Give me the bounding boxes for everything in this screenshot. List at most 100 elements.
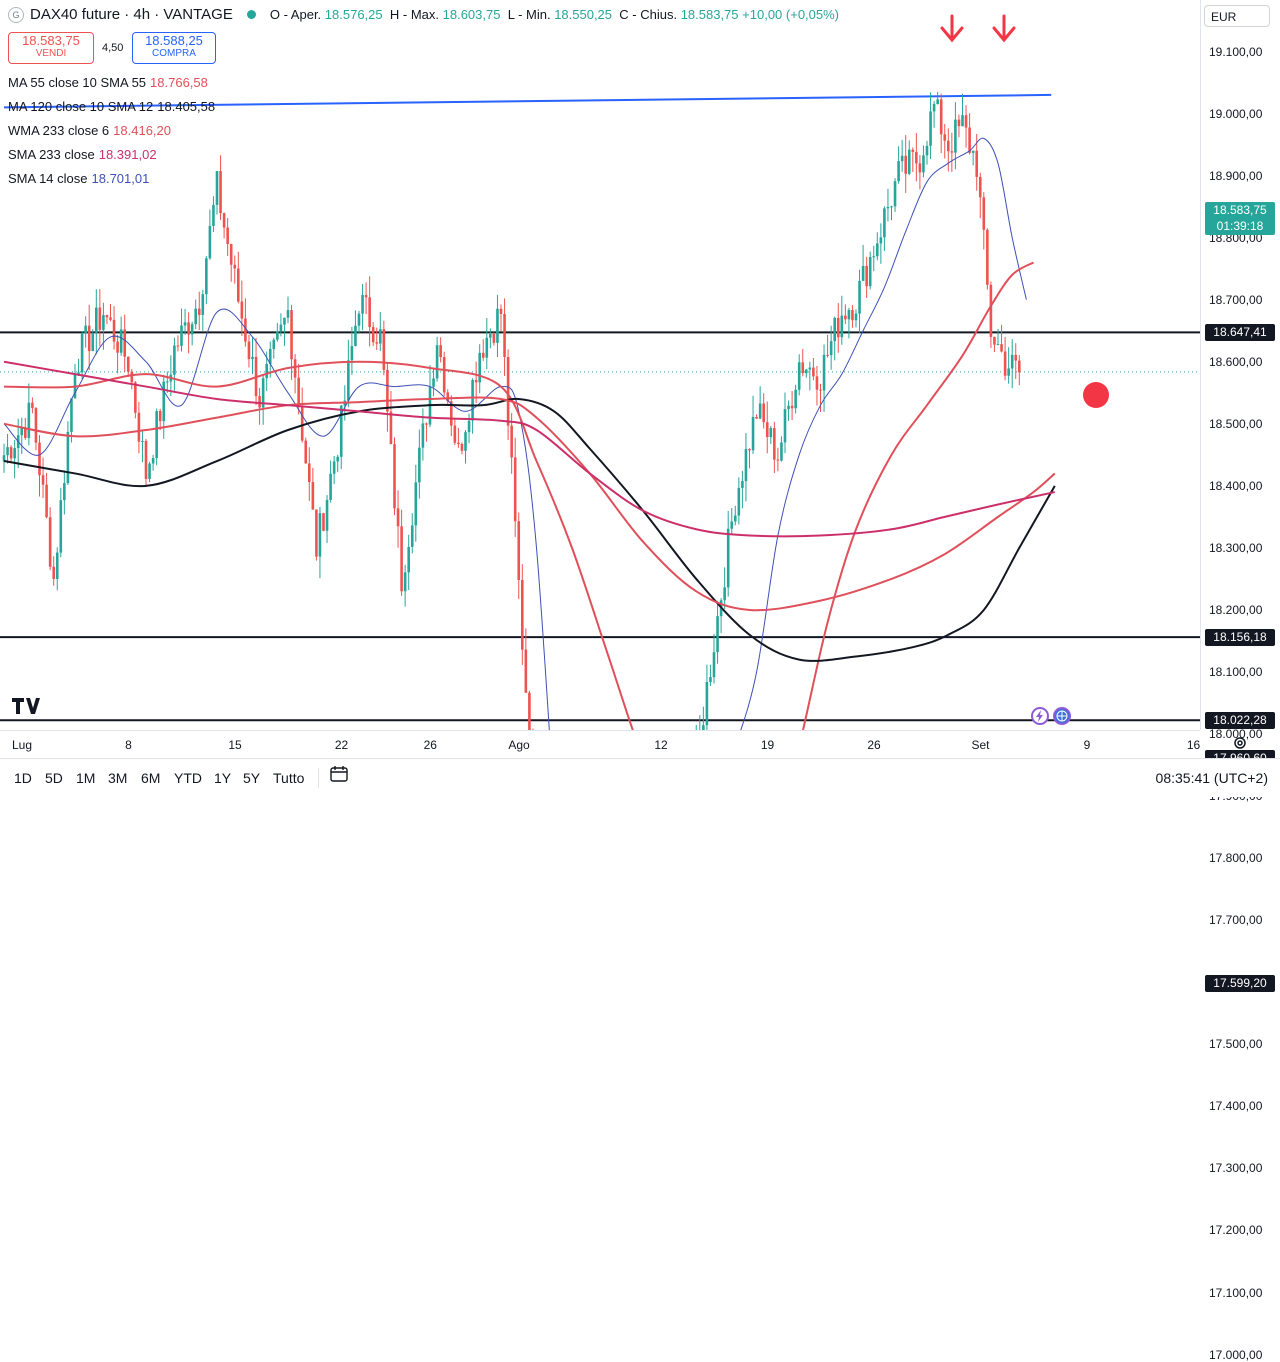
candle-body (1018, 360, 1021, 373)
candle-body (499, 308, 503, 314)
candle-body (364, 294, 368, 298)
candle-body (187, 322, 190, 335)
candle-body (66, 431, 70, 484)
candle-body (70, 398, 73, 432)
candle-body (421, 423, 425, 448)
toolbar-divider (318, 768, 319, 788)
legend-value: 18.405,58 (157, 99, 216, 114)
legend-label: SMA 14 close (8, 171, 88, 186)
legend-label: WMA 233 close 6 (8, 123, 110, 138)
x-tick-label: 9 (1083, 738, 1091, 752)
candle-body (371, 327, 375, 343)
candle-body (261, 378, 265, 408)
candle-body (31, 402, 34, 409)
candle-body (1007, 368, 1010, 376)
candle-body (300, 405, 304, 441)
candle-body (24, 427, 27, 438)
x-tick-label: 26 (423, 738, 437, 752)
ma-120-close-10-sma-12-line[interactable] (3, 397, 1056, 662)
sell-button[interactable]: 18.583,75 VENDI (8, 32, 94, 64)
currency-select[interactable]: EUR (1204, 5, 1270, 27)
candle-body (936, 99, 939, 105)
candle-body (119, 329, 123, 353)
timeframe-1y[interactable]: 1Y (214, 770, 232, 786)
candle-body (716, 616, 719, 653)
settings-icon[interactable] (1232, 735, 1248, 755)
trendline[interactable] (3, 93, 1052, 109)
candle-body (347, 360, 350, 401)
y-tick-label: 18.600,00 (1209, 354, 1263, 369)
candle-body (382, 329, 386, 370)
candle-body (723, 587, 726, 601)
sma-233-close-line[interactable] (3, 360, 1056, 538)
timeframe-5y[interactable]: 5Y (243, 770, 261, 786)
candle-body (84, 325, 87, 333)
candle-body (925, 145, 929, 156)
y-tick-label: 17.800,00 (1209, 851, 1263, 866)
legend-value: 18.391,02 (98, 147, 157, 162)
x-tick-label: 12 (654, 738, 668, 752)
candle-body (63, 483, 66, 501)
change-value: +10,00 (+0,05%) (742, 7, 840, 22)
candle-body (1014, 354, 1018, 361)
buy-button[interactable]: 18.588,25 COMPRA (132, 32, 216, 64)
candle-body (993, 336, 996, 345)
candle-body (741, 481, 744, 488)
legend-row[interactable]: SMA 14 close 18.701,01 (8, 171, 149, 186)
timeframe-3m[interactable]: 3M (108, 770, 128, 786)
high-label: H - Max. (389, 7, 439, 22)
legend-row[interactable]: MA 120 close 10 SMA 12 18.405,58 (8, 99, 215, 114)
y-tick-label: 18.200,00 (1209, 602, 1263, 617)
candle-body (418, 447, 421, 483)
candle-body (876, 243, 879, 257)
clock-timezone[interactable]: 08:35:41 (UTC+2) (1155, 770, 1268, 786)
candle-body (858, 280, 861, 314)
time-axis[interactable]: Lug 8 15 22 26 Ago 12 19 26 Set 9 16 (0, 730, 1200, 759)
candle-body (425, 423, 428, 425)
candle-body (130, 371, 134, 383)
legend-row[interactable]: MA 55 close 10 SMA 55 18.766,58 (8, 75, 208, 90)
timeframe-5d[interactable]: 5D (45, 770, 63, 786)
candle-body (105, 315, 109, 318)
candle-body (155, 411, 158, 459)
wma-233-close-6-line[interactable] (3, 396, 1056, 612)
candle-body (737, 487, 741, 516)
candle-body (478, 352, 481, 383)
candle-body (773, 428, 776, 460)
calendar-range-icon[interactable] (330, 766, 348, 782)
candle-body (481, 352, 485, 358)
timeframe-ytd[interactable]: YTD (174, 770, 202, 786)
candle-body (290, 310, 293, 360)
candle-body (947, 140, 950, 152)
price-axis[interactable]: 17.000,00 17.100,00 17.200,00 17.300,00 17.4… (1200, 0, 1280, 1362)
candle-body (304, 440, 308, 464)
candle-body (226, 227, 229, 245)
candle-body (460, 444, 464, 451)
timeframe-all[interactable]: Tutto (273, 770, 305, 786)
legend-value: 18.701,01 (91, 171, 150, 186)
legend-row[interactable]: WMA 233 close 6 18.416,20 (8, 123, 171, 138)
timeframe-1d[interactable]: 1D (14, 770, 32, 786)
candle-body (123, 329, 126, 357)
candle-body (805, 369, 808, 374)
candle-body (929, 111, 932, 146)
x-tick-label: 15 (228, 738, 242, 752)
lightning-badge-icon[interactable] (1031, 707, 1049, 725)
candle-body (48, 517, 52, 567)
globe-badge-icon[interactable] (1053, 707, 1071, 725)
candle-body (812, 367, 815, 377)
timeframe-1m[interactable]: 1M (76, 770, 96, 786)
candle-body (375, 342, 379, 344)
high-value: 18.603,75 (442, 7, 501, 22)
candle-body (45, 484, 48, 518)
x-tick-label: 8 (125, 738, 132, 752)
buy-label: COMPRA (152, 48, 196, 59)
tradingview-logo[interactable] (12, 698, 42, 719)
candle-body (503, 313, 506, 357)
timeframe-6m[interactable]: 6M (141, 770, 161, 786)
candle-body (329, 473, 332, 500)
symbol-title[interactable]: DAX40 future · 4h · VANTAGE (30, 6, 233, 23)
legend-row[interactable]: SMA 233 close 18.391,02 (8, 147, 157, 162)
legend-value: 18.416,20 (113, 123, 171, 138)
candle-body (1010, 354, 1014, 369)
